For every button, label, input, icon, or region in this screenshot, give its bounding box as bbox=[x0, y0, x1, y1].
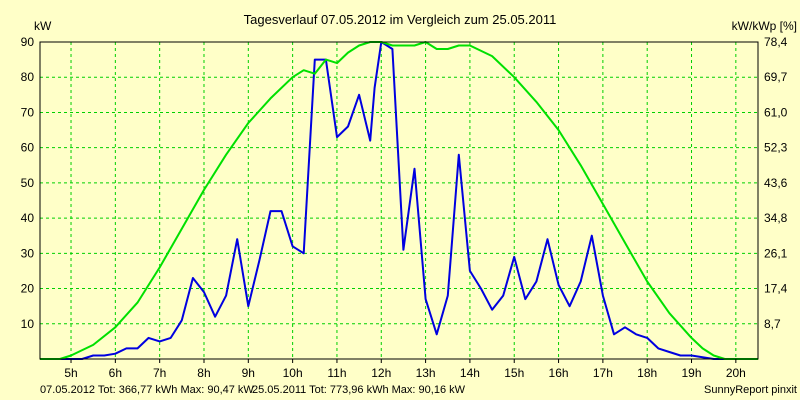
y-tick-label-right: 8,7 bbox=[764, 317, 781, 331]
series-layer bbox=[40, 41, 758, 360]
series-line-1 bbox=[40, 41, 758, 360]
y-axis-left: 10 20 30 40 50 60 70 80 90 bbox=[21, 35, 35, 331]
chart-title: Tagesverlauf 07.05.2012 im Vergleich zum… bbox=[244, 12, 557, 27]
y-tick-label-right: 34,8 bbox=[764, 211, 788, 225]
x-tick-label: 8h bbox=[197, 366, 210, 380]
y-tick-label-left: 50 bbox=[21, 176, 35, 190]
y-tick-label-right: 17,4 bbox=[764, 282, 788, 296]
footer-series-1: 07.05.2012 Tot: 366,77 kWh Max: 90,47 kW bbox=[40, 384, 254, 396]
x-tick-label: 11h bbox=[327, 366, 346, 380]
y-tick-label-right: 43,6 bbox=[764, 176, 788, 190]
footer-credit: SunnyReport pinxit bbox=[704, 384, 797, 396]
grid bbox=[40, 41, 758, 359]
x-tick-label: 10h bbox=[283, 366, 303, 380]
y-tick-label-left: 30 bbox=[21, 246, 35, 260]
y-tick-label-right: 61,0 bbox=[764, 105, 788, 119]
x-tick-label: 14h bbox=[460, 366, 480, 380]
y-tick-label-left: 20 bbox=[21, 282, 35, 296]
x-tick-label: 15h bbox=[504, 366, 524, 380]
x-tick-label: 12h bbox=[371, 366, 391, 380]
y-tick-label-left: 10 bbox=[21, 317, 35, 331]
y-axis-left-label: kW bbox=[34, 19, 52, 33]
y-axis-right-label: kW/kWp [%] bbox=[732, 19, 797, 33]
plot-frame bbox=[39, 41, 759, 360]
x-tick-label: 6h bbox=[109, 366, 122, 380]
y-tick-label-right: 69,7 bbox=[764, 70, 788, 84]
x-tick-label: 19h bbox=[682, 366, 702, 380]
x-tick-label: 20h bbox=[726, 366, 746, 380]
y-tick-label-left: 40 bbox=[21, 211, 35, 225]
y-tick-label-right: 52,3 bbox=[764, 141, 788, 155]
y-tick-label-right: 78,4 bbox=[764, 35, 788, 49]
series-line-2 bbox=[40, 41, 758, 360]
x-tick-label: 17h bbox=[593, 366, 613, 380]
y-tick-label-left: 60 bbox=[21, 141, 35, 155]
x-tick-label: 18h bbox=[637, 366, 657, 380]
x-tick-label: 9h bbox=[242, 366, 255, 380]
x-tick-label: 13h bbox=[416, 366, 436, 380]
x-tick-label: 16h bbox=[549, 366, 569, 380]
x-axis: 5h 6h 7h 8h 9h 10h 11h 12h 13h 14h 15h 16h 17h 18h 19h… bbox=[64, 359, 746, 380]
y-tick-label-left: 90 bbox=[21, 35, 35, 49]
y-tick-label-left: 80 bbox=[21, 70, 35, 84]
footer-series-2: 25.05.2011 Tot: 773,96 kWh Max: 90,16 kW bbox=[252, 384, 466, 396]
y-tick-label-right: 26,1 bbox=[764, 246, 788, 260]
x-tick-label: 5h bbox=[64, 366, 77, 380]
y-tick-label-left: 70 bbox=[21, 105, 35, 119]
y-axis-right: 8,7 17,4 26,1 34,8 43,6 52,3 61,0 69,7 78,4 bbox=[764, 35, 788, 331]
x-tick-label: 7h bbox=[153, 366, 166, 380]
